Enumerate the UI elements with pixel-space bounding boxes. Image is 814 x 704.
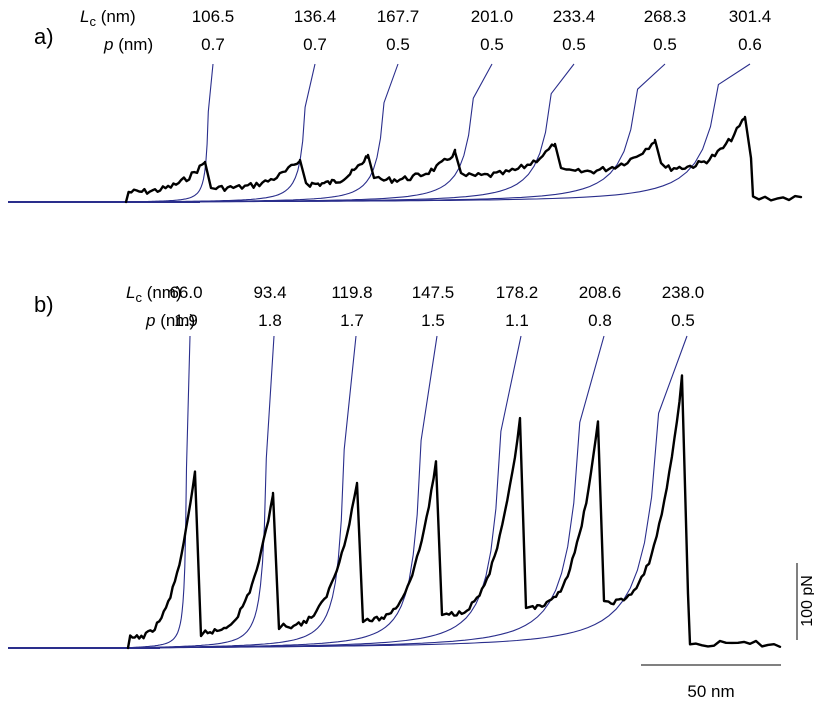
panel-a-wlc-fits: [8, 63, 751, 203]
p-value-label: 1.8: [258, 311, 282, 330]
panel-a-values: 106.5 0.7 136.4 0.7 167.7 0.5 201.0 0.5 233.4 0.5…: [192, 7, 772, 54]
lc-value-label: 238.0: [662, 283, 705, 302]
p-value-label: 1.9: [174, 311, 198, 330]
p-value-label: 0.5: [386, 35, 410, 54]
panel-a-lc-unit: (nm): [96, 7, 136, 26]
p-value-label: 1.1: [505, 311, 529, 330]
panel-a-lc-sub: c: [89, 14, 96, 29]
panel-b: b) Lc (nm) p (nm) 66.0 1.9 93.4 1.8 119.8 1.7…: [8, 283, 782, 650]
lc-value-label: 66.0: [169, 283, 202, 302]
wlc-fit-curve: [118, 63, 316, 203]
x-scale-label: 50 nm: [687, 682, 734, 701]
lc-value-label: 208.6: [579, 283, 622, 302]
p-value-label: 0.6: [738, 35, 762, 54]
lc-value-label: 93.4: [253, 283, 286, 302]
p-value-label: 1.5: [421, 311, 445, 330]
wlc-fit-curve: [120, 335, 522, 649]
lc-value-label: 119.8: [331, 283, 372, 302]
p-value-label: 0.7: [303, 35, 327, 54]
lc-value-label: 268.3: [644, 7, 687, 26]
p-value-label: 0.8: [588, 311, 612, 330]
panel-a: a) Lc (nm) p (nm) 106.5 0.7 136.4 0.7 167.7 0…: [8, 7, 803, 204]
panel-b-p-symbol: p: [145, 311, 155, 330]
panel-b-force-trace: [126, 374, 782, 650]
panel-a-lc-header: Lc (nm): [80, 7, 136, 29]
panel-b-values: 66.0 1.9 93.4 1.8 119.8 1.7 147.5 1.5 178.2 1.1 20…: [169, 283, 704, 330]
wlc-fit-curve: [120, 335, 191, 649]
panel-a-letter: a): [34, 24, 54, 49]
panel-b-wlc-fits: [8, 335, 688, 649]
panel-b-p-header: p (nm): [145, 311, 195, 330]
panel-b-letter: b): [34, 292, 54, 317]
lc-value-label: 178.2: [496, 283, 539, 302]
panel-a-p-symbol: p: [103, 35, 113, 54]
y-scale-label: 100 pN: [799, 575, 814, 627]
panel-b-lc-sub: c: [135, 290, 142, 305]
lc-value-label: 167.7: [377, 7, 420, 26]
lc-value-label: 136.4: [294, 7, 337, 26]
wlc-fit-curve: [118, 63, 399, 203]
wlc-fit-curve: [120, 335, 275, 649]
panel-b-lc-symbol: L: [126, 283, 135, 302]
wlc-fit-curve: [118, 63, 214, 203]
p-value-label: 0.5: [671, 311, 695, 330]
panel-b-lc-unit: (nm): [142, 283, 182, 302]
panel-b-p-unit: (nm): [155, 311, 195, 330]
panel-a-lc-symbol: L: [80, 7, 89, 26]
scale-bars: 50 nm 100 pN: [641, 563, 814, 701]
p-value-label: 0.5: [653, 35, 677, 54]
p-value-label: 1.7: [340, 311, 364, 330]
lc-value-label: 301.4: [729, 7, 772, 26]
p-value-label: 0.5: [480, 35, 504, 54]
lc-value-label: 147.5: [412, 283, 455, 302]
wlc-fit-curve: [118, 63, 751, 203]
panel-a-force-trace: [124, 115, 803, 204]
panel-b-lc-header: Lc (nm): [126, 283, 182, 305]
lc-value-label: 106.5: [192, 7, 235, 26]
lc-value-label: 201.0: [471, 7, 514, 26]
wlc-fit-curve: [120, 335, 357, 649]
panel-a-p-header: p (nm): [103, 35, 153, 54]
wlc-fit-curve: [120, 335, 688, 649]
p-value-label: 0.7: [201, 35, 225, 54]
panel-a-p-unit: (nm): [113, 35, 153, 54]
lc-value-label: 233.4: [553, 7, 596, 26]
p-value-label: 0.5: [562, 35, 586, 54]
